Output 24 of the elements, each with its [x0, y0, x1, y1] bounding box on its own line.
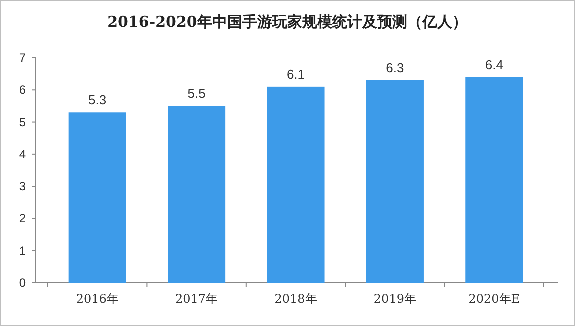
- bar: [366, 80, 424, 283]
- chart-title: 2016-2020年中国手游玩家规模统计及预测（亿人）: [108, 13, 468, 31]
- x-tick-label: 2018年: [274, 292, 318, 306]
- x-tick-label: 2020年E: [468, 292, 520, 306]
- y-tick-label: 3: [19, 180, 26, 194]
- data-label: 6.4: [485, 57, 504, 72]
- bar: [68, 112, 126, 283]
- bar: [267, 86, 325, 283]
- y-tick-label: 2: [19, 212, 26, 226]
- y-tick-label: 5: [19, 115, 26, 130]
- data-label: 6.1: [286, 66, 306, 82]
- x-tick-label: 2019年: [374, 292, 416, 306]
- x-tick-label: 2017年: [176, 292, 218, 306]
- data-label: 6.3: [386, 60, 404, 76]
- bar: [168, 106, 226, 283]
- y-tick-label: 1: [19, 244, 26, 258]
- x-tick-label: 2016年: [76, 292, 119, 306]
- data-label: 5.3: [88, 92, 107, 108]
- y-tick-label: 0: [19, 276, 26, 290]
- y-tick-label: 7: [19, 51, 26, 65]
- bar: [466, 77, 524, 283]
- data-label: 5.5: [188, 86, 206, 102]
- y-tick-label: 6: [19, 83, 26, 98]
- y-tick-label: 4: [19, 147, 26, 162]
